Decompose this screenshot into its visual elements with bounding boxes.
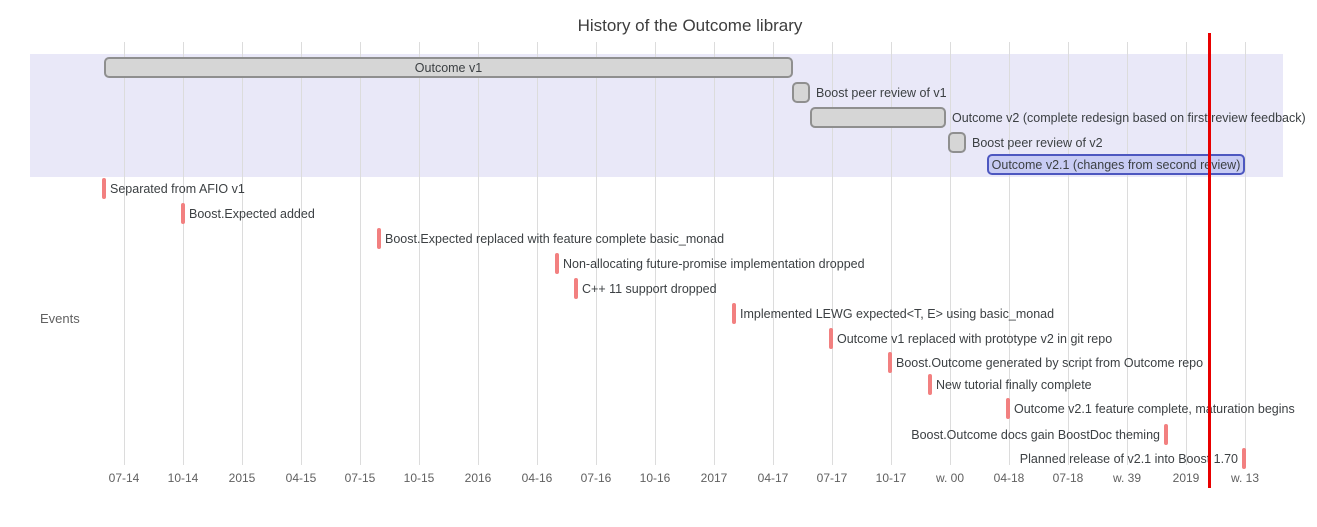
event-tick-12[interactable] (1242, 448, 1246, 469)
task-bar-3[interactable] (810, 107, 946, 128)
gridline (950, 42, 951, 465)
gridline (596, 42, 597, 465)
x-axis-label: 07-16 (580, 471, 612, 485)
event-label: Boost.Expected added (189, 206, 315, 221)
event-label: Non-allocating future-promise implementa… (563, 256, 865, 271)
event-tick-8[interactable] (888, 352, 892, 373)
task-bar-2[interactable] (792, 82, 810, 103)
x-axis-label: 10-14 (167, 471, 199, 485)
gridline (301, 42, 302, 465)
gridline (773, 42, 774, 465)
gridline (1009, 42, 1010, 465)
events-axis-label: Events (40, 311, 80, 326)
x-axis-label: 2015 (228, 471, 256, 485)
event-label: Implemented LEWG expected<T, E> using ba… (740, 306, 1055, 321)
x-axis-label: w. 00 (935, 471, 965, 485)
x-axis-label: 2019 (1172, 471, 1200, 485)
event-tick-7[interactable] (829, 328, 833, 349)
event-label: New tutorial finally complete (936, 377, 1092, 392)
event-tick-1[interactable] (102, 178, 106, 199)
event-tick-3[interactable] (377, 228, 381, 249)
event-tick-4[interactable] (555, 253, 559, 274)
event-label: C++ 11 support dropped (582, 281, 717, 296)
gridline (242, 42, 243, 465)
event-label: Boost.Outcome docs gain BoostDoc theming (911, 427, 1160, 442)
x-axis-label: 07-17 (816, 471, 848, 485)
x-axis-label: 07-18 (1052, 471, 1084, 485)
task-bar-5[interactable]: Outcome v2.1 (changes from second review… (987, 154, 1245, 175)
gridline (1068, 42, 1069, 465)
gridline (655, 42, 656, 465)
gridline (1245, 42, 1246, 465)
task-bar-4[interactable] (948, 132, 966, 153)
gridline (1186, 42, 1187, 465)
event-tick-9[interactable] (928, 374, 932, 395)
gridline (360, 42, 361, 465)
gridline (891, 42, 892, 465)
event-label: Boost.Expected replaced with feature com… (385, 231, 725, 246)
chart-title: History of the Outcome library (577, 16, 803, 35)
gridline (419, 42, 420, 465)
x-axis-label: w. 13 (1230, 471, 1260, 485)
task-bar-label: Outcome v2.1 (changes from second review… (991, 157, 1241, 172)
x-axis-label: 04-15 (285, 471, 317, 485)
x-axis-label: w. 39 (1112, 471, 1142, 485)
task-bar-label: Boost peer review of v2 (972, 135, 1103, 150)
gridline (124, 42, 125, 465)
event-label: Separated from AFIO v1 (110, 181, 245, 196)
event-tick-2[interactable] (181, 203, 185, 224)
gridline (478, 42, 479, 465)
x-axis-label: 07-15 (344, 471, 376, 485)
task-bar-label: Outcome v1 (414, 60, 483, 75)
x-axis-label: 10-16 (639, 471, 671, 485)
gridline (537, 42, 538, 465)
x-axis-label: 10-15 (403, 471, 435, 485)
task-bar-label: Boost peer review of v1 (816, 85, 947, 100)
x-axis-label: 04-16 (521, 471, 553, 485)
event-tick-5[interactable] (574, 278, 578, 299)
x-axis-label: 07-14 (108, 471, 140, 485)
task-bar-1[interactable]: Outcome v1 (104, 57, 793, 78)
x-axis-label: 04-18 (993, 471, 1025, 485)
event-tick-11[interactable] (1164, 424, 1168, 445)
event-tick-10[interactable] (1006, 398, 1010, 419)
event-label: Outcome v1 replaced with prototype v2 in… (837, 331, 1113, 346)
event-label: Outcome v2.1 feature complete, maturatio… (1014, 401, 1295, 416)
gridline (832, 42, 833, 465)
gridline (1127, 42, 1128, 465)
gridline (714, 42, 715, 465)
x-axis-label: 04-17 (757, 471, 789, 485)
event-tick-6[interactable] (732, 303, 736, 324)
task-bar-label: Outcome v2 (complete redesign based on f… (952, 110, 1306, 125)
today-line (1208, 33, 1211, 488)
x-axis-label: 2017 (700, 471, 728, 485)
x-axis-label: 2016 (464, 471, 492, 485)
x-axis-label: 10-17 (875, 471, 907, 485)
event-label: Planned release of v2.1 into Boost 1.70 (1019, 451, 1238, 466)
gridline (183, 42, 184, 465)
event-label: Boost.Outcome generated by script from O… (896, 355, 1204, 370)
